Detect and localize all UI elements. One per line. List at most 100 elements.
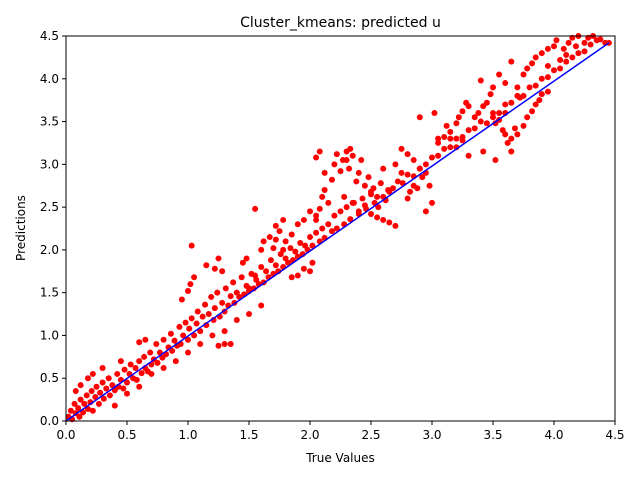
data-point (553, 37, 560, 44)
data-point (214, 289, 221, 296)
data-point (347, 216, 354, 223)
data-point (148, 370, 155, 377)
data-point (374, 214, 381, 221)
data-point (280, 246, 287, 253)
data-point (380, 165, 387, 172)
data-point (361, 182, 368, 189)
y-tick-label: 3.0 (40, 157, 59, 171)
data-point (453, 120, 460, 127)
y-tick-label: 4.5 (40, 29, 59, 43)
data-point (587, 41, 594, 48)
data-point (114, 370, 121, 377)
data-point (136, 339, 143, 346)
data-point (133, 376, 140, 383)
data-point (77, 382, 84, 389)
data-point (182, 319, 189, 326)
data-point (483, 99, 490, 106)
data-point (127, 361, 134, 368)
data-point (180, 332, 187, 339)
data-point (294, 272, 301, 279)
data-point (319, 225, 326, 232)
data-point (321, 187, 328, 193)
data-point (258, 302, 265, 309)
data-point (459, 137, 466, 144)
data-point (270, 245, 277, 252)
data-point (502, 101, 509, 108)
plot-frame (65, 35, 616, 422)
data-point (84, 375, 91, 382)
data-point (124, 390, 130, 397)
data-point (404, 195, 411, 202)
data-point (316, 205, 323, 212)
data-point (188, 242, 195, 249)
data-point (514, 84, 521, 91)
data-point (361, 202, 368, 209)
data-point (333, 151, 340, 158)
data-point (215, 342, 222, 349)
data-point (288, 274, 295, 281)
data-point (193, 320, 200, 327)
data-point (492, 157, 499, 164)
data-point (185, 287, 191, 294)
data-point (419, 174, 426, 181)
data-point (375, 204, 382, 211)
data-point (282, 238, 289, 245)
data-point (496, 110, 503, 116)
data-point (370, 185, 377, 192)
data-point (538, 50, 545, 57)
data-point (504, 139, 511, 146)
data-point (89, 370, 96, 377)
data-point (368, 210, 374, 217)
data-point (441, 133, 448, 140)
data-point (185, 336, 191, 343)
data-point (136, 358, 143, 365)
data-point (71, 400, 78, 407)
data-point (288, 231, 295, 238)
data-point (138, 370, 145, 377)
data-point (557, 65, 564, 72)
data-point (246, 311, 252, 318)
data-point (572, 43, 579, 50)
data-point (111, 402, 118, 409)
data-point (416, 114, 423, 121)
data-point (508, 99, 515, 106)
data-point (502, 131, 509, 138)
data-point (374, 193, 381, 200)
data-point (429, 199, 435, 206)
data-point (287, 245, 294, 252)
x-tick-label: 2.0 (300, 428, 319, 442)
data-point (267, 257, 274, 264)
y-tick-label: 4.0 (40, 72, 59, 86)
data-point (377, 180, 384, 187)
data-point (569, 54, 576, 61)
data-point (490, 84, 496, 91)
data-point (121, 366, 128, 373)
y-tick-label: 2.0 (40, 243, 59, 257)
data-point (490, 110, 496, 116)
y-tick-label: 1.5 (40, 286, 59, 300)
data-point (197, 341, 204, 347)
y-axis-ticks: 0.0 0.5 1.0 1.5 2.0 2.5 3.0 3.5 4.0 4.5 (40, 29, 66, 428)
data-point (328, 176, 335, 183)
data-point (538, 91, 545, 98)
data-point (307, 208, 313, 215)
data-point (117, 358, 124, 365)
x-tick-label: 2.5 (361, 428, 380, 442)
data-point (227, 341, 234, 347)
data-point (325, 221, 332, 228)
y-tick-label: 0.5 (40, 371, 59, 385)
data-point (514, 131, 521, 138)
data-point (197, 328, 204, 335)
x-tick-label: 0.5 (117, 428, 136, 442)
data-point (431, 110, 438, 116)
data-point (238, 274, 245, 281)
data-point (209, 332, 216, 339)
data-point (185, 349, 191, 356)
data-point (187, 281, 194, 288)
data-point (88, 388, 95, 395)
data-point (252, 205, 259, 212)
data-point (211, 265, 218, 272)
data-point (309, 259, 316, 266)
data-point (508, 58, 515, 65)
data-point (169, 347, 176, 354)
